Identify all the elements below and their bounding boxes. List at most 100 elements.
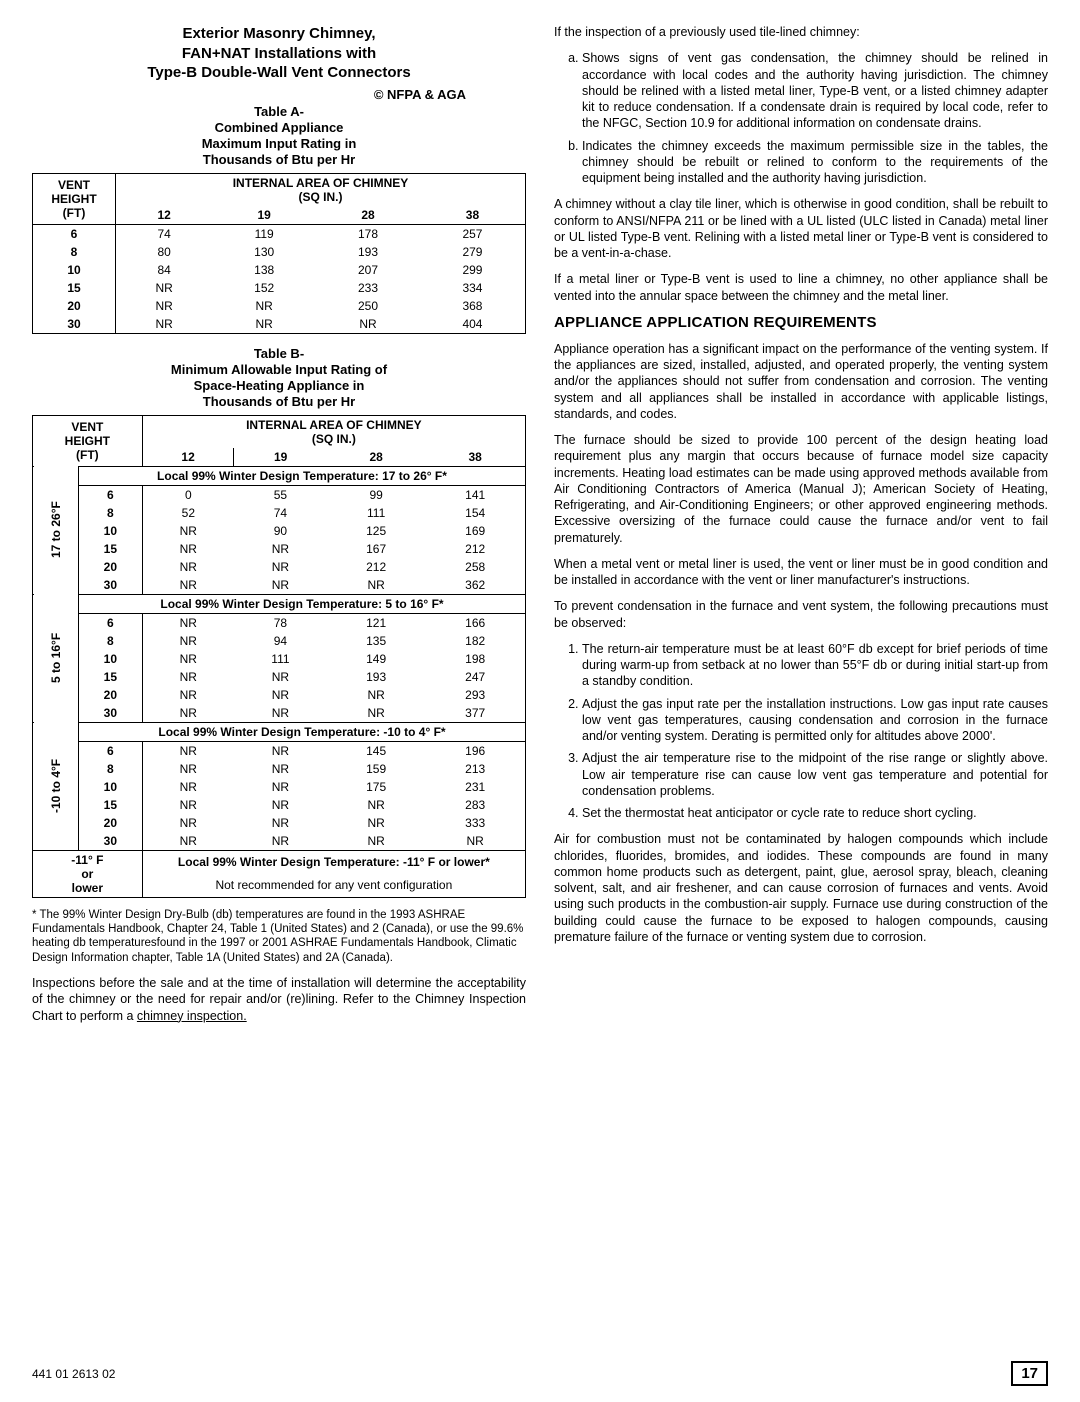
table-cell: 8 xyxy=(33,243,116,261)
section-header: Local 99% Winter Design Temperature: -10… xyxy=(78,722,525,741)
table-cell: NR xyxy=(327,704,425,723)
table-cell: 55 xyxy=(234,485,327,504)
table-cell: 6 xyxy=(78,613,142,632)
table-cell: 20 xyxy=(78,558,142,576)
table-cell: 99 xyxy=(327,485,425,504)
table-b: VENTHEIGHT(FT) INTERNAL AREA OF CHIMNEY(… xyxy=(32,415,526,898)
table-cell: 167 xyxy=(327,540,425,558)
table-cell: NR xyxy=(142,814,234,832)
table-cell: 6 xyxy=(78,485,142,504)
table-cell: 283 xyxy=(425,796,525,814)
table-cell: NR xyxy=(234,704,327,723)
table-cell: 90 xyxy=(234,522,327,540)
table-cell: 78 xyxy=(234,613,327,632)
temp-range-label: 17 to 26°F xyxy=(33,466,79,594)
table-cell: 15 xyxy=(33,279,116,297)
table-cell: 169 xyxy=(425,522,525,540)
table-cell: 193 xyxy=(327,668,425,686)
table-cell: 20 xyxy=(33,297,116,315)
table-cell: 80 xyxy=(116,243,213,261)
table-cell: 198 xyxy=(425,650,525,668)
table-cell: 404 xyxy=(420,315,526,334)
table-cell: 149 xyxy=(327,650,425,668)
temp-range-label: 5 to 16°F xyxy=(33,594,79,722)
table-cell: NR xyxy=(234,540,327,558)
table-cell: 138 xyxy=(212,261,316,279)
table-cell: NR xyxy=(212,297,316,315)
table-cell: NR xyxy=(142,704,234,723)
table-cell: 52 xyxy=(142,504,234,522)
appliance-operation-para: Appliance operation has a significant im… xyxy=(554,341,1048,422)
table-cell: NR xyxy=(234,576,327,595)
title-line-2: FAN+NAT Installations with xyxy=(32,44,526,64)
table-cell: NR xyxy=(234,668,327,686)
table-cell: 333 xyxy=(425,814,525,832)
table-cell: 125 xyxy=(327,522,425,540)
inspection-list: Shows signs of vent gas condensation, th… xyxy=(554,50,1048,186)
table-cell: 10 xyxy=(78,522,142,540)
table-cell: 196 xyxy=(425,741,525,760)
inspection-paragraph: Inspections before the sale and at the t… xyxy=(32,975,526,1024)
table-cell: 15 xyxy=(78,796,142,814)
table-cell: NR xyxy=(142,558,234,576)
table-cell: 8 xyxy=(78,632,142,650)
table-b-vent-header: VENTHEIGHT(FT) xyxy=(33,415,143,466)
table-cell: 30 xyxy=(78,576,142,595)
table-cell: NR xyxy=(425,832,525,851)
table-cell: 141 xyxy=(425,485,525,504)
table-cell: NR xyxy=(327,832,425,851)
table-cell: NR xyxy=(234,814,327,832)
table-cell: NR xyxy=(142,796,234,814)
table-cell: 145 xyxy=(327,741,425,760)
table-cell: NR xyxy=(142,668,234,686)
table-cell: 231 xyxy=(425,778,525,796)
section-heading: APPLIANCE APPLICATION REQUIREMENTS xyxy=(554,314,1048,331)
table-cell: 166 xyxy=(425,613,525,632)
table-cell: 0 xyxy=(142,485,234,504)
copyright-line: © NFPA & AGA xyxy=(32,87,466,102)
table-cell: NR xyxy=(234,558,327,576)
table-cell: NR xyxy=(142,778,234,796)
table-cell: NR xyxy=(142,613,234,632)
table-cell: NR xyxy=(142,686,234,704)
precaution-2: Adjust the gas input rate per the instal… xyxy=(582,696,1048,745)
table-cell: 8 xyxy=(78,504,142,522)
table-cell: 30 xyxy=(78,704,142,723)
table-cell: 135 xyxy=(327,632,425,650)
furnace-sizing-para: The furnace should be sized to provide 1… xyxy=(554,432,1048,546)
list-item-b: Indicates the chimney exceeds the maximu… xyxy=(582,138,1048,187)
table-cell: 10 xyxy=(33,261,116,279)
table-cell: 15 xyxy=(78,668,142,686)
table-cell: NR xyxy=(142,540,234,558)
precautions-intro: To prevent condensation in the furnace a… xyxy=(554,598,1048,631)
table-cell: NR xyxy=(142,741,234,760)
precaution-3: Adjust the air temperature rise to the m… xyxy=(582,750,1048,799)
table-cell: 293 xyxy=(425,686,525,704)
table-cell: 182 xyxy=(425,632,525,650)
table-b-area-header: INTERNAL AREA OF CHIMNEY(SQ IN.) xyxy=(142,415,525,448)
table-cell: 368 xyxy=(420,297,526,315)
table-cell: NR xyxy=(316,315,420,334)
table-cell: 74 xyxy=(234,504,327,522)
table-cell: 20 xyxy=(78,686,142,704)
precautions-list: The return-air temperature must be at le… xyxy=(554,641,1048,822)
table-cell: NR xyxy=(116,279,213,297)
precaution-4: Set the thermostat heat anticipator or c… xyxy=(582,805,1048,821)
table-cell: NR xyxy=(116,315,213,334)
metal-vent-para: When a metal vent or metal liner is used… xyxy=(554,556,1048,589)
table-cell: 212 xyxy=(327,558,425,576)
precaution-1: The return-air temperature must be at le… xyxy=(582,641,1048,690)
left-column: Exterior Masonry Chimney, FAN+NAT Instal… xyxy=(32,24,526,1034)
table-cell: 175 xyxy=(327,778,425,796)
table-cell: NR xyxy=(212,315,316,334)
table-cell: 279 xyxy=(420,243,526,261)
chimney-liner-para: A chimney without a clay tile liner, whi… xyxy=(554,196,1048,261)
table-cell: 6 xyxy=(78,741,142,760)
table-a: VENTHEIGHT(FT) INTERNAL AREA OF CHIMNEY(… xyxy=(32,173,526,334)
table-cell: NR xyxy=(234,832,327,851)
table-cell: 6 xyxy=(33,224,116,243)
table-cell: NR xyxy=(142,650,234,668)
table-cell: NR xyxy=(327,576,425,595)
footnote-text: * The 99% Winter Design Dry-Bulb (db) te… xyxy=(32,908,526,966)
table-cell: 30 xyxy=(33,315,116,334)
